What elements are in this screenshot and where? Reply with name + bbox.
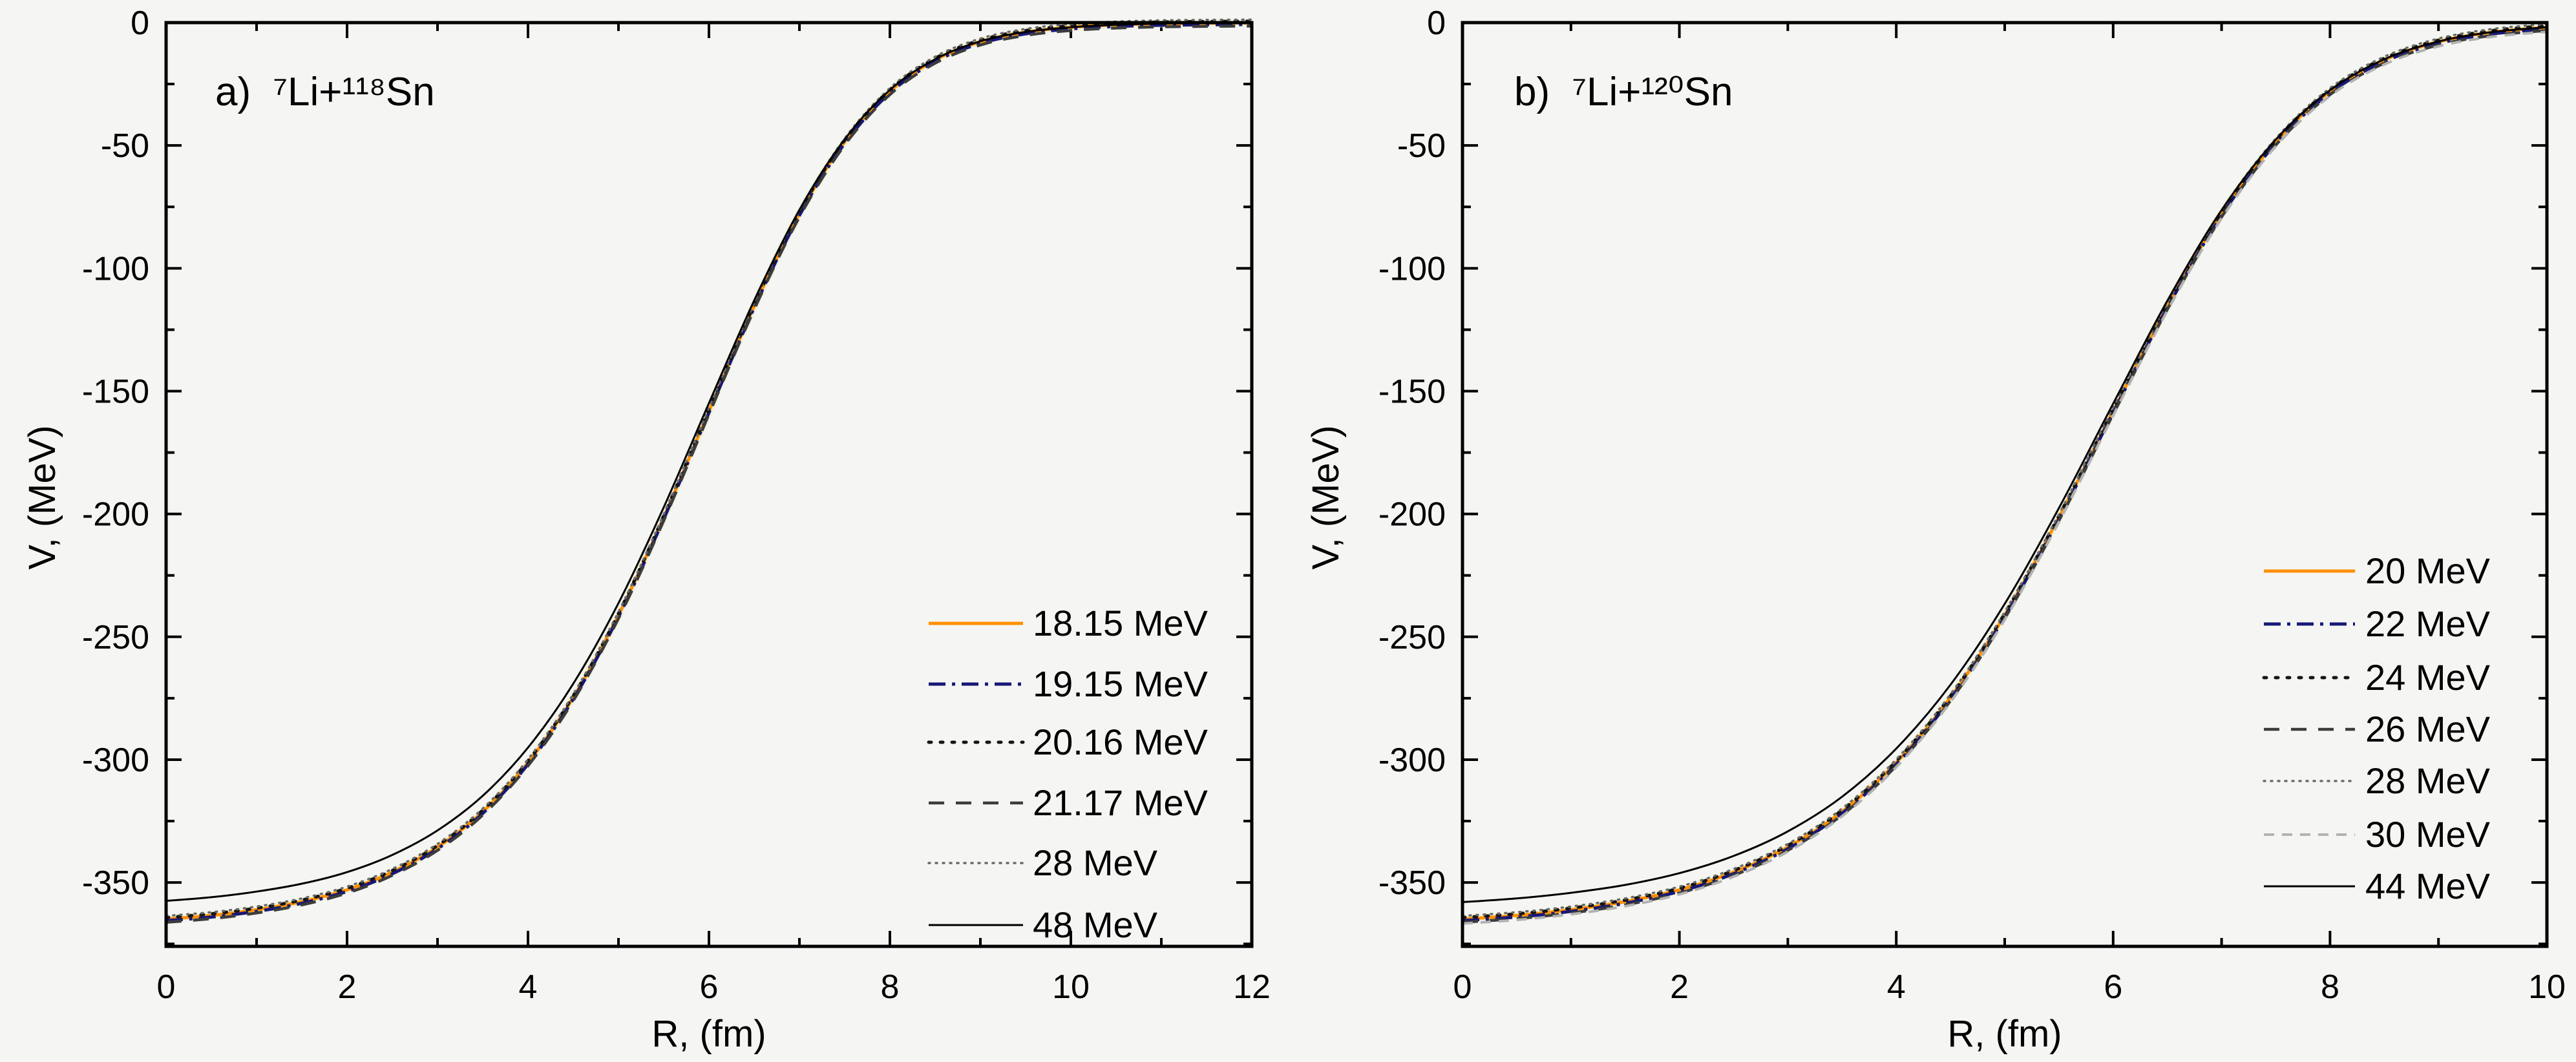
panel-b-curve-30-MeV: [1462, 30, 2548, 925]
panel-b-legend-label: 28 MeV: [2365, 760, 2491, 801]
panel-b-x-axis-title: R, (fm): [1947, 1013, 2062, 1055]
panel-a-x-tick-label: 12: [1233, 968, 1271, 1006]
panel-a-y-tick-label: -250: [82, 619, 149, 656]
panel-b-y-tick-label: 0: [1427, 5, 1446, 42]
panel-a-y-tick-label: -150: [82, 373, 149, 410]
panel-a-legend-label: 19.15 MeV: [1033, 663, 1208, 704]
panel-a-legend-label: 21.17 MeV: [1033, 782, 1208, 823]
panel-b-x-tick-label: 10: [2528, 968, 2566, 1006]
panel-a-x-axis-title: R, (fm): [651, 1013, 766, 1055]
panel-b-legend-label: 44 MeV: [2365, 866, 2491, 906]
panel-b-legend-label: 30 MeV: [2365, 814, 2491, 855]
panel-a-legend-label: 18.15 MeV: [1033, 603, 1208, 643]
panel-b-y-axis-title: V, (MeV): [1305, 425, 1347, 570]
panel-b-x-tick-label: 4: [1887, 968, 1906, 1006]
panel-a-x-tick-label: 2: [338, 968, 357, 1006]
panel-b-y-tick-label: -100: [1378, 250, 1446, 287]
panel-b-x-tick-label: 6: [2104, 968, 2122, 1006]
panel-a-curve-21.17-MeV: [165, 25, 1252, 924]
panel-a-x-tick-label: 6: [700, 968, 719, 1006]
panel-a-y-axis-title: V, (MeV): [21, 425, 63, 570]
panel-b-legend-label: 20 MeV: [2365, 550, 2491, 591]
panel-b-legend-label: 26 MeV: [2365, 709, 2491, 749]
panel-a-legend-label: 28 MeV: [1033, 842, 1158, 883]
panel-b-legend-label: 22 MeV: [2365, 603, 2491, 644]
panel-a-x-tick-label: 4: [519, 968, 538, 1006]
panel-b-y-tick-label: -150: [1378, 373, 1446, 410]
panel-a-axes-frame: [164, 21, 1254, 948]
panel-b-x-tick-label: 2: [1670, 968, 1689, 1006]
panel-a-x-tick-label: 10: [1052, 968, 1090, 1006]
panel-a-legend-label: 20.16 MeV: [1033, 722, 1208, 762]
panel-a-curve-28-MeV: [165, 18, 1253, 917]
panel-b-x-tick-label: 0: [1453, 968, 1472, 1006]
panel-b-y-tick-label: -350: [1378, 864, 1446, 902]
panel-b-axes-frame: [1461, 21, 2549, 948]
panel-b-curve-44-MeV: [1462, 26, 2548, 903]
panel-a-curve-48-MeV: [165, 21, 1252, 902]
panel-b-title: b) ⁷Li+¹²⁰Sn: [1514, 70, 1733, 114]
panel-a-x-tick-label: 0: [157, 968, 176, 1006]
panel-a-title: a) ⁷Li+¹¹⁸Sn: [215, 70, 435, 114]
panel-a-y-tick-label: -350: [82, 864, 149, 902]
panel-a-y-tick-label: 0: [131, 5, 149, 42]
panel-a-x-tick-label: 8: [881, 968, 900, 1006]
panel-a-y-tick-label: -200: [82, 496, 149, 534]
panel-b-x-tick-label: 8: [2321, 968, 2339, 1006]
panel-a-curve-20.16-MeV: [164, 19, 1254, 919]
panel-b-y-tick-label: -300: [1378, 742, 1446, 779]
panel-b-y-tick-label: -50: [1397, 127, 1446, 165]
panel-b-legend-label: 24 MeV: [2365, 657, 2491, 698]
panel-a-legend-label: 48 MeV: [1033, 904, 1158, 945]
panel-b-y-tick-label: -250: [1378, 619, 1446, 656]
panel-a-y-tick-label: -50: [101, 127, 149, 165]
panel-b-y-tick-label: -200: [1378, 496, 1446, 534]
panel-a-y-tick-label: -100: [82, 250, 149, 287]
panel-a-y-tick-label: -300: [82, 742, 149, 779]
